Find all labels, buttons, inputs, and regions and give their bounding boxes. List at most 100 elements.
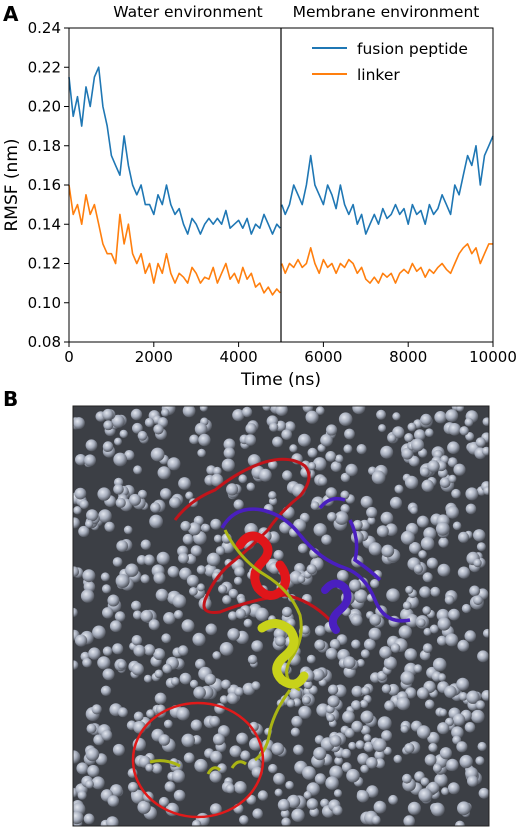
membrane-bead	[291, 808, 305, 822]
membrane-bead	[240, 750, 251, 761]
membrane-bead	[274, 788, 283, 797]
membrane-bead	[351, 639, 361, 649]
membrane-bead	[430, 802, 445, 817]
y-axis-title: RMSF (nm)	[2, 138, 22, 231]
membrane-bead	[181, 733, 195, 748]
membrane-bead	[77, 790, 87, 800]
membrane-bead	[221, 458, 235, 472]
membrane-bead	[475, 756, 485, 766]
x-tick-label: 4000	[220, 348, 258, 366]
membrane-bead	[93, 734, 105, 746]
membrane-bead	[238, 474, 248, 484]
membrane-bead	[459, 426, 469, 436]
membrane-bead	[107, 795, 120, 807]
membrane-bead	[306, 798, 319, 810]
membrane-bead	[85, 779, 94, 789]
membrane-bead	[158, 796, 170, 808]
membrane-bead	[383, 656, 397, 670]
membrane-bead	[386, 588, 400, 602]
membrane-bead	[153, 648, 166, 661]
membrane-bead	[400, 670, 415, 685]
membrane-bead	[359, 699, 369, 709]
membrane-bead	[425, 428, 434, 438]
membrane-bead	[351, 700, 362, 711]
membrane-bead	[149, 514, 164, 529]
membrane-bead	[73, 811, 84, 825]
y-tick-label: 0.24	[28, 19, 61, 37]
membrane-bead	[458, 531, 469, 543]
membrane-bead	[187, 522, 202, 536]
membrane-bead	[427, 460, 440, 473]
membrane-bead	[289, 444, 298, 453]
membrane-bead	[167, 457, 181, 471]
membrane-bead	[360, 495, 373, 509]
membrane-bead	[137, 800, 151, 814]
membrane-bead	[229, 745, 242, 758]
y-tick-label: 0.18	[28, 137, 61, 155]
membrane-bead	[384, 700, 395, 711]
snapshot-frame	[72, 405, 490, 827]
membrane-bead	[154, 692, 167, 705]
membrane-bead	[340, 504, 350, 514]
membrane-bead	[251, 640, 264, 652]
membrane-bead	[173, 789, 186, 802]
membrane-bead	[273, 549, 284, 561]
membrane-bead	[297, 433, 311, 447]
series-line-fusion-peptide-0	[68, 66, 281, 235]
membrane-bead	[205, 623, 218, 636]
membrane-bead	[183, 752, 195, 764]
membrane-bead	[465, 503, 477, 515]
membrane-bead	[411, 438, 425, 452]
membrane-bead	[233, 576, 243, 586]
membrane-bead	[137, 430, 148, 441]
membrane-bead	[131, 789, 146, 804]
membrane-bead	[228, 588, 239, 599]
legend: fusion peptide linker	[312, 40, 468, 84]
membrane-bead	[366, 757, 378, 769]
membrane-bead	[451, 488, 461, 499]
membrane-bead	[92, 625, 106, 640]
membrane-bead	[236, 732, 249, 745]
membrane-bead	[400, 725, 409, 734]
membrane-bead	[420, 413, 432, 426]
membrane-bead	[145, 763, 154, 772]
membrane-bead	[239, 815, 249, 825]
membrane-bead	[478, 787, 489, 799]
membrane-bead	[428, 743, 438, 753]
membrane-bead	[286, 794, 301, 809]
membrane-bead	[180, 520, 191, 532]
panel-b-label: B	[3, 387, 18, 411]
membrane-bead	[109, 784, 123, 797]
membrane-bead	[161, 633, 172, 644]
membrane-bead	[178, 552, 189, 564]
membrane-bead	[114, 611, 126, 622]
membrane-bead	[434, 411, 447, 424]
membrane-bead	[445, 633, 459, 647]
membrane-bead	[232, 409, 245, 422]
membrane-bead	[219, 695, 229, 704]
membrane-bead	[190, 545, 202, 557]
membrane-bead	[210, 750, 223, 764]
membrane-bead	[360, 725, 371, 735]
membrane-bead	[452, 713, 466, 726]
membrane-bead	[170, 677, 180, 686]
membrane-bead	[404, 475, 419, 490]
membrane-bead	[112, 743, 125, 756]
membrane-bead	[136, 555, 147, 565]
purple-chain-loop	[220, 496, 411, 623]
membrane-bead	[325, 451, 337, 462]
membrane-bead	[416, 618, 426, 628]
membrane-bead	[414, 429, 426, 441]
membrane-bead	[223, 438, 236, 451]
membrane-bead	[325, 776, 339, 790]
membrane-bead	[334, 756, 343, 766]
membrane-bead	[340, 472, 351, 483]
membrane-bead	[387, 433, 397, 443]
membrane-bead	[360, 764, 369, 774]
membrane-bead	[466, 690, 480, 704]
membrane-bead	[482, 417, 489, 426]
membrane-bead	[477, 650, 489, 663]
membrane-bead	[448, 423, 461, 436]
membrane-bead	[226, 483, 239, 496]
membrane-bead	[454, 820, 465, 826]
